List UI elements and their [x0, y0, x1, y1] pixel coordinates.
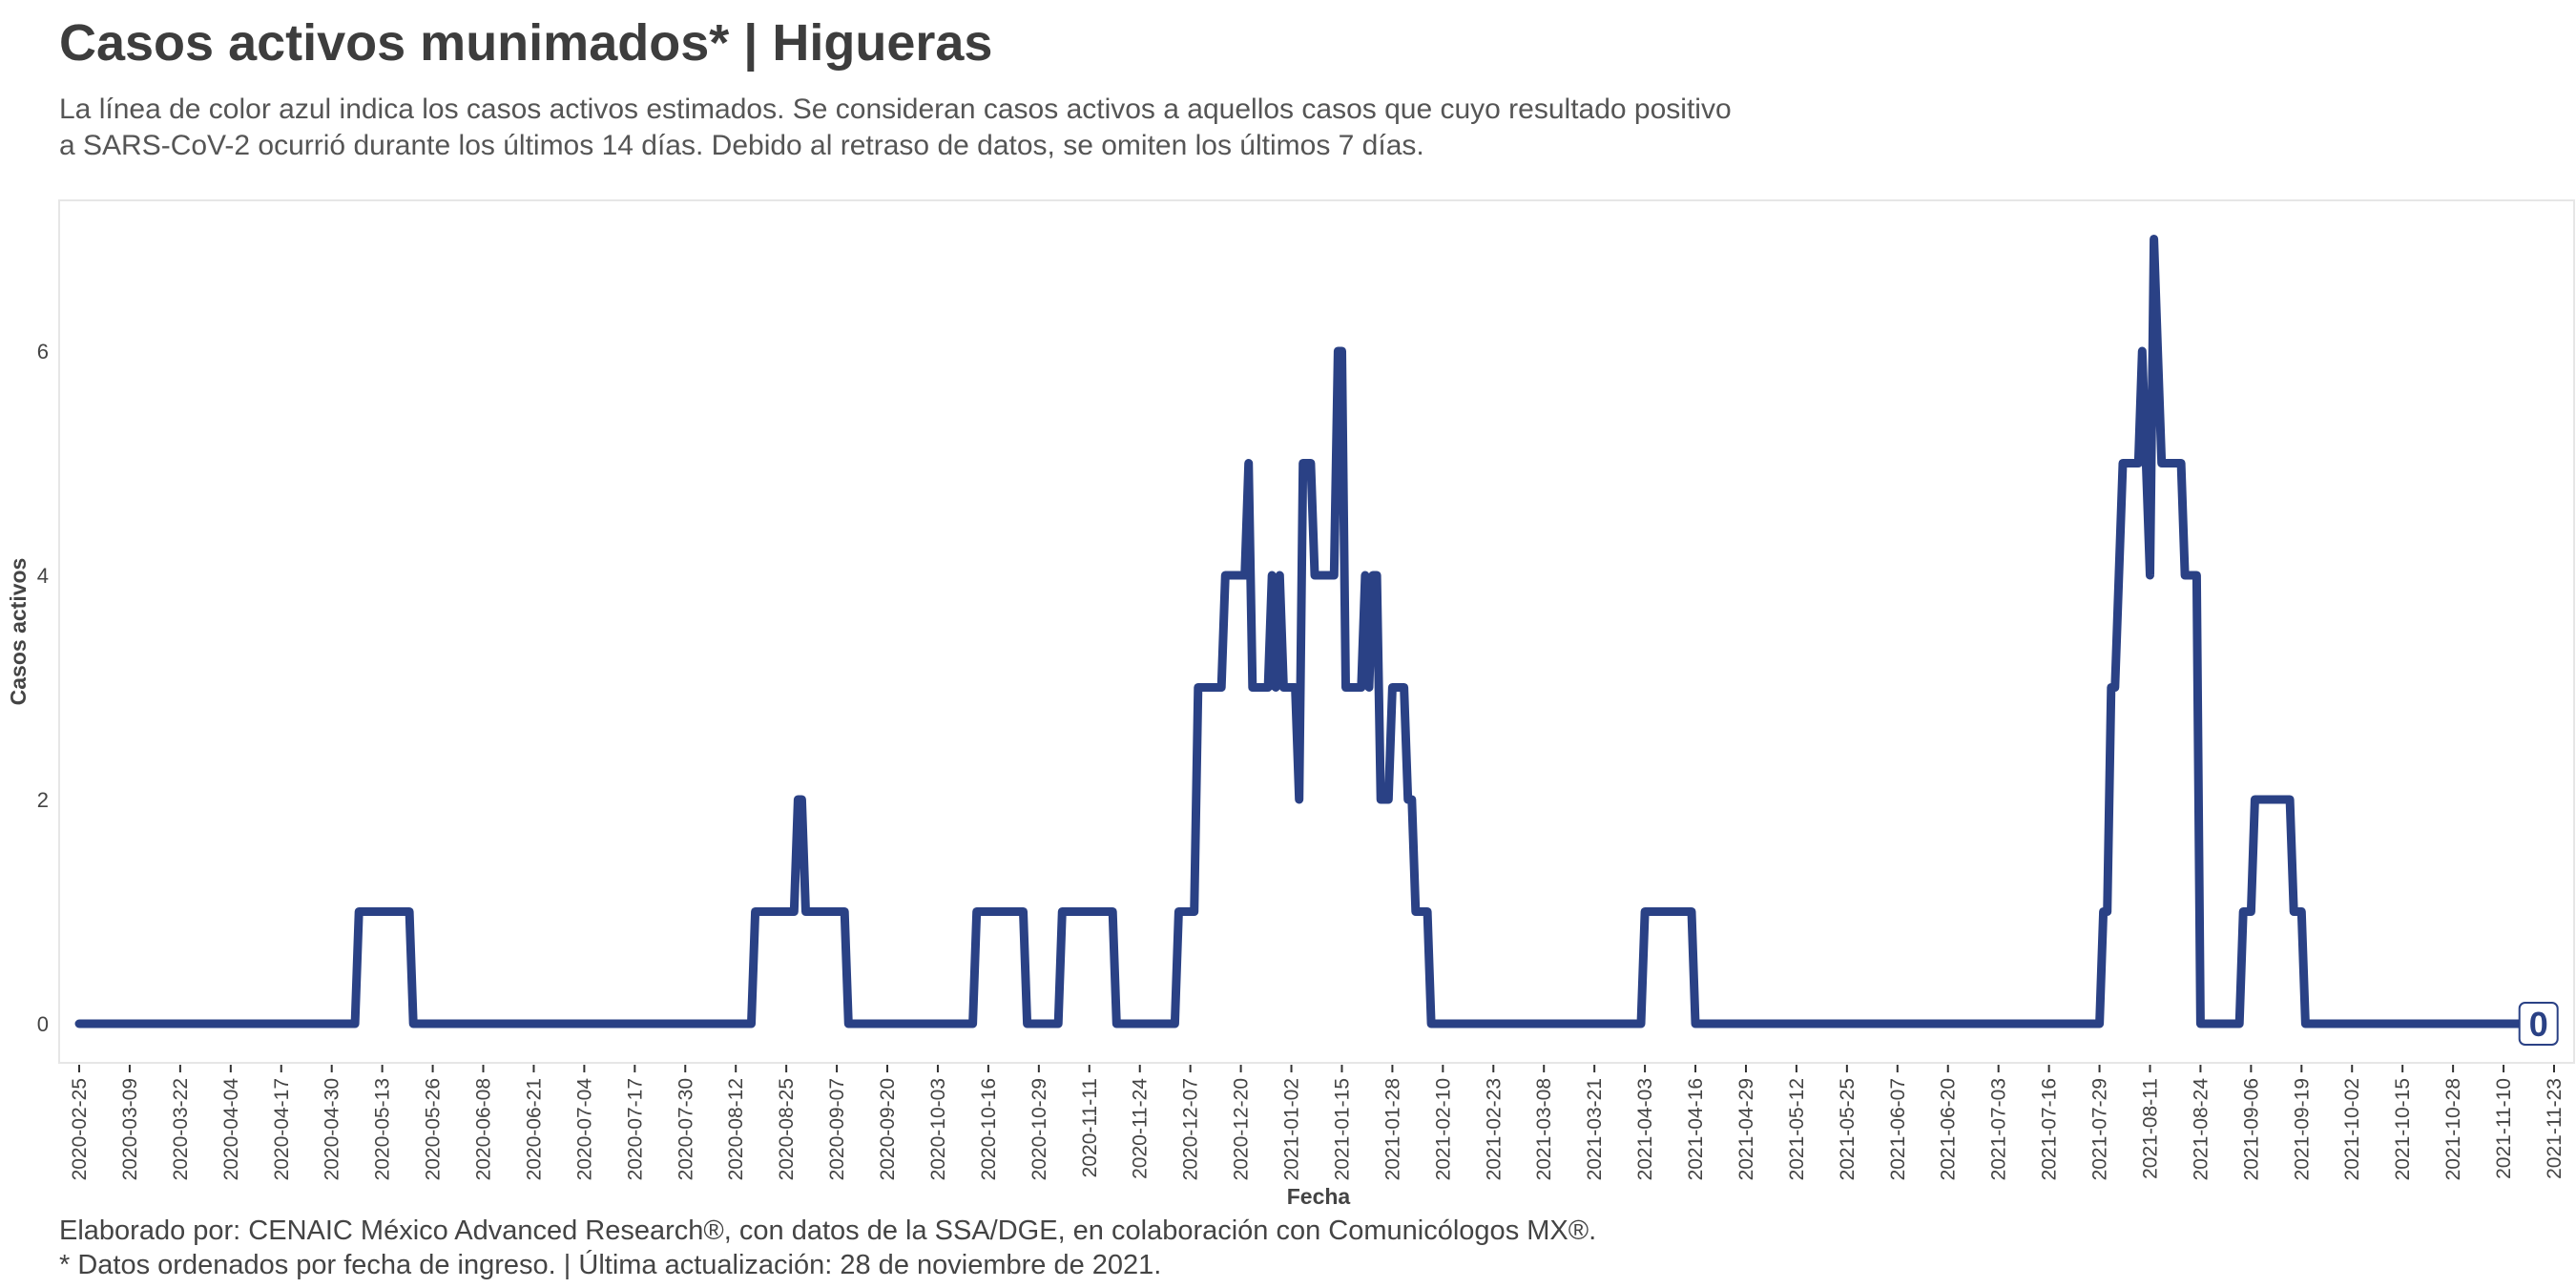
x-tick-label: 2020-09-07: [826, 1078, 848, 1180]
x-tick-label: 2021-09-19: [2291, 1078, 2313, 1180]
x-tick-label: 2021-06-20: [1938, 1078, 1960, 1180]
subtitle-line-2: a SARS-CoV-2 ocurrió durante los últimos…: [59, 130, 1424, 161]
x-tick-label: 2021-11-10: [2493, 1078, 2515, 1179]
x-tick-label: 2021-01-28: [1381, 1078, 1403, 1180]
caption-line-2: * Datos ordenados por fecha de ingreso. …: [59, 1250, 1162, 1280]
x-tick-label: 2020-12-20: [1231, 1078, 1253, 1180]
x-tick-label: 2021-09-06: [2240, 1078, 2262, 1180]
x-tick-label: 2021-07-29: [2089, 1078, 2111, 1180]
x-tick-label: 2020-08-12: [725, 1078, 747, 1180]
x-tick-label: 2021-01-02: [1281, 1078, 1303, 1180]
x-tick-label: 2020-07-30: [675, 1078, 696, 1180]
end-value-label: 0: [2529, 1005, 2548, 1044]
x-tick-label: 2021-11-23: [2544, 1078, 2566, 1179]
x-tick-label: 2020-07-17: [624, 1078, 646, 1180]
x-tick-label: 2021-08-24: [2190, 1078, 2212, 1181]
y-axis-title: Casos activos: [6, 558, 31, 706]
x-tick-label: 2020-03-09: [119, 1078, 141, 1180]
y-tick-label: 6: [37, 340, 49, 364]
x-axis-ticks: 2020-02-25 2020-03-09 2020-03-22 2020-04-04…: [69, 1065, 2566, 1180]
x-tick-label: 2020-05-13: [372, 1078, 394, 1180]
x-tick-label: 2020-06-21: [523, 1078, 545, 1180]
plot-panel: [58, 199, 2575, 1064]
x-tick-label: 2021-10-15: [2392, 1078, 2414, 1180]
subtitle-line-1: La línea de color azul indica los casos …: [59, 93, 1732, 125]
x-tick-label: 2021-05-12: [1786, 1078, 1808, 1180]
end-point-marker: 0: [2518, 1002, 2559, 1046]
x-tick-label: 2020-11-24: [1130, 1078, 1152, 1179]
x-axis-title: Fecha: [1287, 1184, 1351, 1209]
x-tick-label: 2020-03-22: [170, 1078, 192, 1180]
y-tick-label: 2: [37, 788, 49, 812]
chart-title: Casos activos munimados* | Higueras: [59, 14, 993, 72]
x-tick-label: 2021-10-28: [2442, 1078, 2464, 1180]
x-tick-label: 2021-01-15: [1331, 1078, 1353, 1180]
x-tick-label: 2020-08-25: [776, 1078, 798, 1180]
x-tick-label: 2020-05-26: [423, 1078, 445, 1180]
caption-line-1: Elaborado por: CENAIC México Advanced Re…: [59, 1215, 1597, 1246]
x-tick-label: 2020-04-30: [322, 1078, 343, 1180]
chart-subtitle: La línea de color azul indica los casos …: [59, 92, 1872, 164]
x-tick-label: 2021-03-21: [1584, 1078, 1606, 1180]
x-tick-label: 2021-02-23: [1483, 1078, 1505, 1180]
x-tick-label: 2020-06-08: [473, 1078, 495, 1180]
x-tick-label: 2020-12-07: [1180, 1078, 1202, 1180]
x-tick-label: 2020-02-25: [69, 1078, 91, 1180]
x-tick-label: 2020-11-11: [1079, 1078, 1101, 1177]
x-tick-label: 2020-04-17: [271, 1078, 293, 1180]
x-tick-label: 2021-10-02: [2341, 1078, 2363, 1180]
x-tick-label: 2021-07-16: [2039, 1078, 2061, 1180]
y-tick-label: 4: [37, 564, 49, 588]
series-line: [74, 235, 2559, 1028]
y-axis-ticks: 0 2 4 6: [37, 340, 49, 1036]
x-tick-label: 2020-10-29: [1028, 1078, 1050, 1180]
x-tick-label: 2021-04-03: [1634, 1078, 1656, 1180]
x-tick-label: 2020-07-04: [573, 1078, 595, 1181]
x-tick-label: 2021-05-25: [1837, 1078, 1859, 1180]
x-tick-label: 2021-07-03: [1988, 1078, 2010, 1180]
y-tick-label: 0: [37, 1012, 49, 1036]
x-tick-label: 2020-04-04: [220, 1078, 242, 1181]
x-tick-label: 2020-10-03: [927, 1078, 949, 1180]
chart-caption: Elaborado por: CENAIC México Advanced Re…: [59, 1214, 1596, 1282]
x-tick-label: 2020-10-16: [978, 1078, 1000, 1180]
x-tick-label: 2021-08-11: [2139, 1078, 2161, 1179]
end-value-box: [2518, 1002, 2559, 1046]
x-tick-label: 2021-02-10: [1432, 1078, 1454, 1180]
x-tick-label: 2021-03-08: [1533, 1078, 1555, 1180]
x-tick-label: 2021-06-07: [1887, 1078, 1909, 1180]
x-tick-label: 2021-04-29: [1735, 1078, 1757, 1180]
x-tick-label: 2021-04-16: [1685, 1078, 1707, 1180]
x-tick-label: 2020-09-20: [877, 1078, 899, 1180]
